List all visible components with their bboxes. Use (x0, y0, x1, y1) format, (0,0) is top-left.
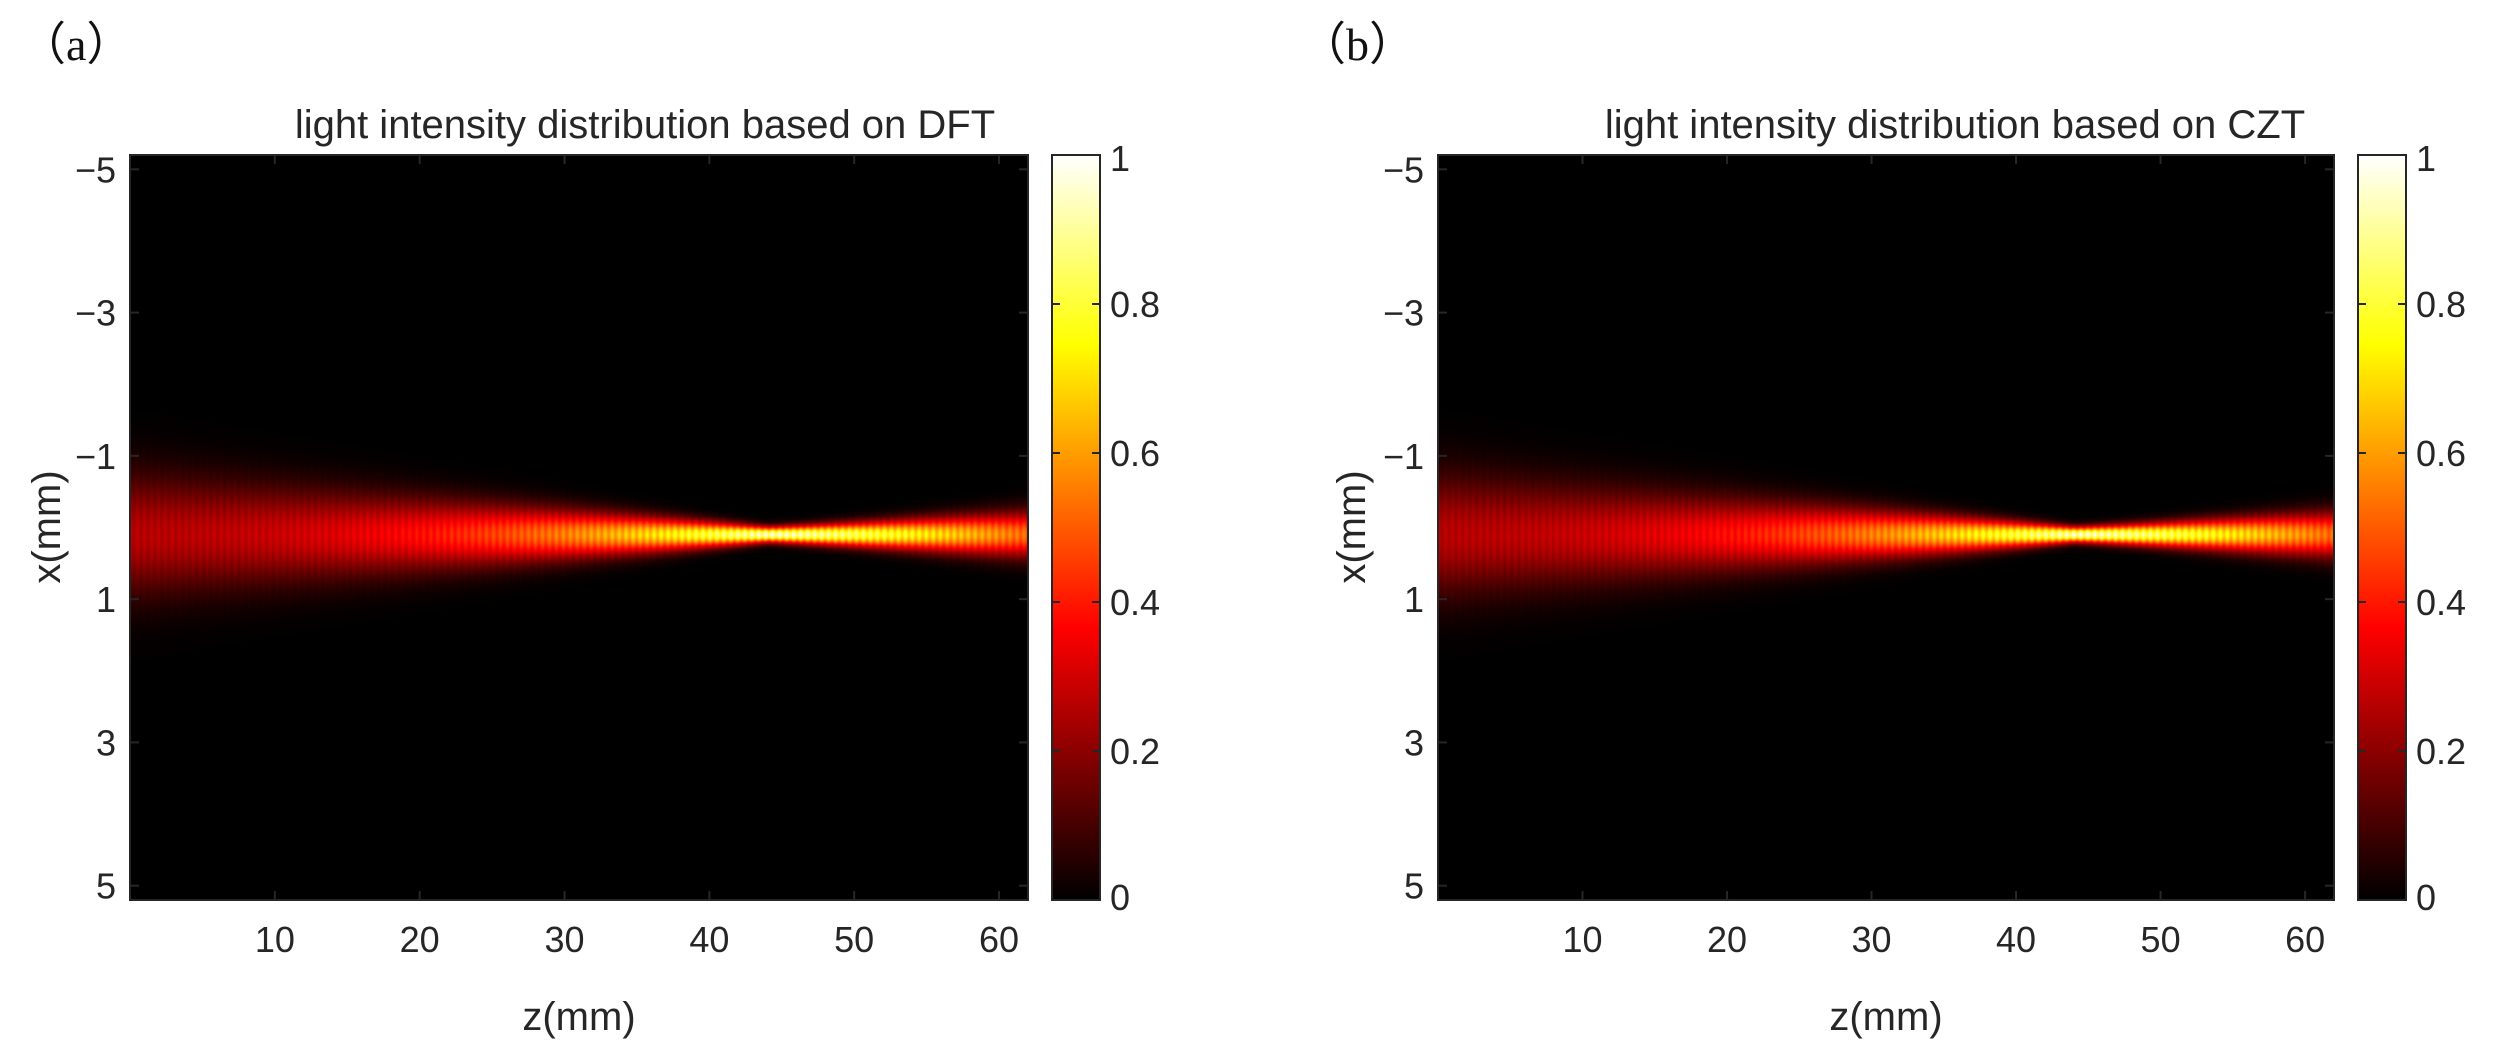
x-tick-label: 10 (255, 919, 295, 960)
y-axis-ticks: −5 −3 −1 1 3 5 (1383, 149, 2334, 907)
x-tick-label: 50 (834, 919, 874, 960)
panel-a: （a） light intensity distribution based o… (20, 19, 1160, 1039)
colorbar-tick-label: 0 (1110, 877, 1130, 918)
y-tick-label: 5 (1404, 866, 1424, 907)
y-tick-label: 3 (96, 722, 116, 763)
colorbar-tick-label: 1 (1110, 138, 1130, 179)
x-axis-ticks: 10 20 30 40 50 60 (1562, 155, 2325, 960)
x-tick-label: 20 (400, 919, 440, 960)
y-tick-label: −1 (1383, 436, 1424, 477)
colorbar-tick-label: 0.6 (1110, 433, 1160, 474)
colorbar-tick-label: 0.6 (2416, 433, 2466, 474)
colorbar-ticks: 0 0.2 0.4 0.6 0.8 1 (1052, 138, 1160, 918)
heatmap-plot (129, 154, 1029, 901)
x-tick-label: 40 (1996, 919, 2036, 960)
y-tick-label: −3 (1383, 293, 1424, 334)
colorbar: 0 0.2 0.4 0.6 0.8 1 (2357, 138, 2466, 918)
x-axis-label: z(mm) (522, 995, 635, 1039)
x-tick-label: 50 (2141, 919, 2181, 960)
plot-frame (1437, 154, 2335, 901)
colorbar-ticks: 0 0.2 0.4 0.6 0.8 1 (2358, 138, 2466, 918)
colorbar: 0 0.2 0.4 0.6 0.8 1 (1051, 138, 1160, 918)
x-tick-label: 60 (979, 919, 1019, 960)
x-tick-label: 20 (1707, 919, 1747, 960)
y-tick-label: 1 (1404, 579, 1424, 620)
x-tick-label: 30 (544, 919, 584, 960)
panel-label: （a） (20, 19, 132, 70)
colorbar-tick-label: 0.2 (2416, 731, 2466, 772)
y-tick-label: 1 (96, 579, 116, 620)
colorbar-tick-label: 0.2 (1110, 731, 1160, 772)
heatmap-plot (1437, 154, 2335, 901)
colorbar-tick-label: 0 (2416, 877, 2436, 918)
x-axis-ticks: 10 20 30 40 50 60 (255, 155, 1019, 960)
plot-frame (129, 154, 1029, 901)
x-tick-label: 40 (689, 919, 729, 960)
colorbar-tick-label: 0.4 (1110, 582, 1160, 623)
panel-b: （b） light intensity distribution based o… (1300, 19, 2466, 1039)
x-axis-label: z(mm) (1829, 995, 1942, 1039)
y-tick-label: 5 (96, 866, 116, 907)
chart-title: light intensity distribution based on CZ… (1605, 103, 2305, 147)
x-tick-label: 30 (1852, 919, 1892, 960)
x-tick-label: 60 (2285, 919, 2325, 960)
colorbar-tick-label: 1 (2416, 138, 2436, 179)
colorbar-tick-label: 0.4 (2416, 582, 2466, 623)
y-axis-ticks: −5 −3 −1 1 3 5 (75, 149, 1028, 907)
x-tick-label: 10 (1562, 919, 1602, 960)
panel-label: （b） (1300, 19, 1415, 70)
colorbar-gradient (1051, 154, 1101, 901)
y-tick-label: −1 (75, 436, 116, 477)
y-axis-label: x(mm) (1330, 470, 1374, 583)
chart-title: light intensity distribution based on DF… (295, 103, 995, 147)
y-tick-label: 3 (1404, 722, 1424, 763)
colorbar-tick-label: 0.8 (2416, 284, 2466, 325)
colorbar-gradient (2357, 154, 2407, 901)
y-tick-label: −5 (75, 149, 116, 190)
y-axis-label: x(mm) (25, 470, 69, 583)
y-tick-label: −3 (75, 293, 116, 334)
y-tick-label: −5 (1383, 149, 1424, 190)
colorbar-tick-label: 0.8 (1110, 284, 1160, 325)
